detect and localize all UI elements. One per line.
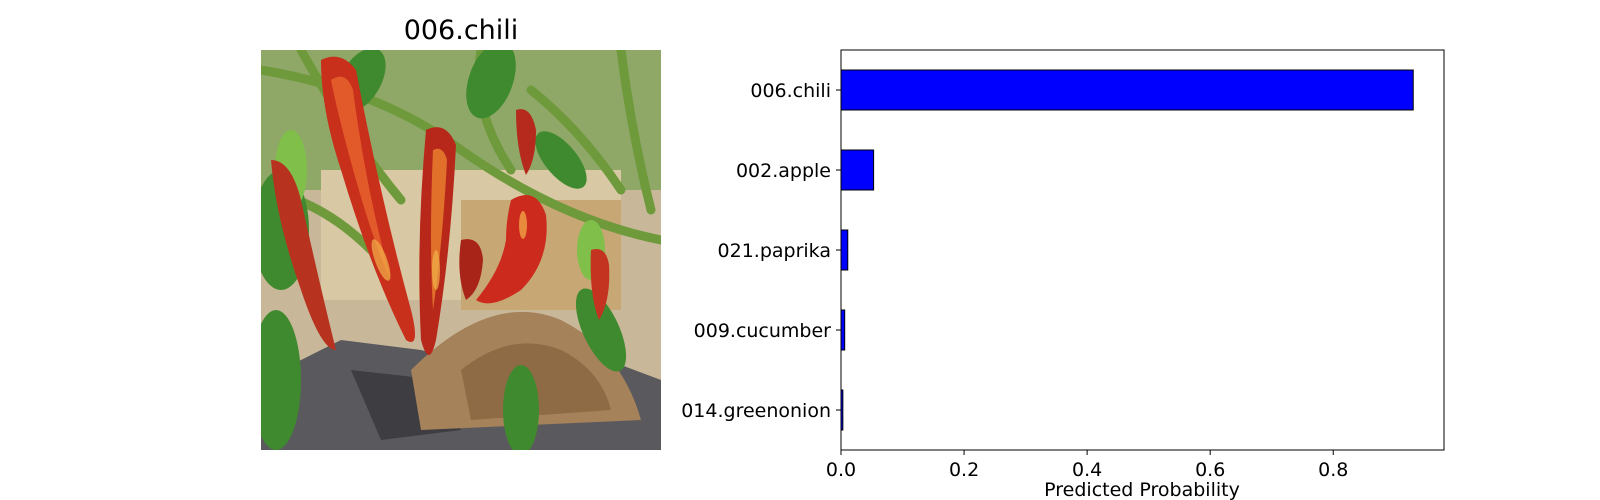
x-tick-label: 0.6 — [1195, 459, 1225, 481]
x-tick-label: 0.4 — [1072, 459, 1102, 481]
bar-021-paprika — [840, 229, 849, 271]
image-title: 006.chili — [403, 15, 519, 46]
bar-002-apple — [840, 149, 875, 191]
y-tick-label: 006.chili — [750, 80, 831, 102]
y-tick-label: 002.apple — [736, 160, 831, 182]
y-tick-label: 014.greenonion — [681, 400, 831, 422]
x-axis-label: Predicted Probability — [1044, 479, 1240, 500]
x-tick-label: 0.8 — [1318, 459, 1348, 481]
chili-pepper-plant-photo — [261, 50, 661, 450]
x-tick-label: 0.2 — [949, 459, 979, 481]
x-tick-label: 0.0 — [826, 459, 856, 481]
y-axis: 006.chili 002.apple 021.paprika 009.cucumbe… — [681, 80, 841, 422]
x-axis: 0.0 0.2 0.4 0.6 0.8 — [826, 450, 1348, 481]
y-tick-label: 021.paprika — [718, 240, 831, 262]
bars-group — [840, 69, 1414, 431]
bar-009-cucumber — [840, 309, 846, 351]
y-tick-label: 009.cucumber — [694, 320, 832, 342]
bar-006-chili — [840, 69, 1414, 111]
